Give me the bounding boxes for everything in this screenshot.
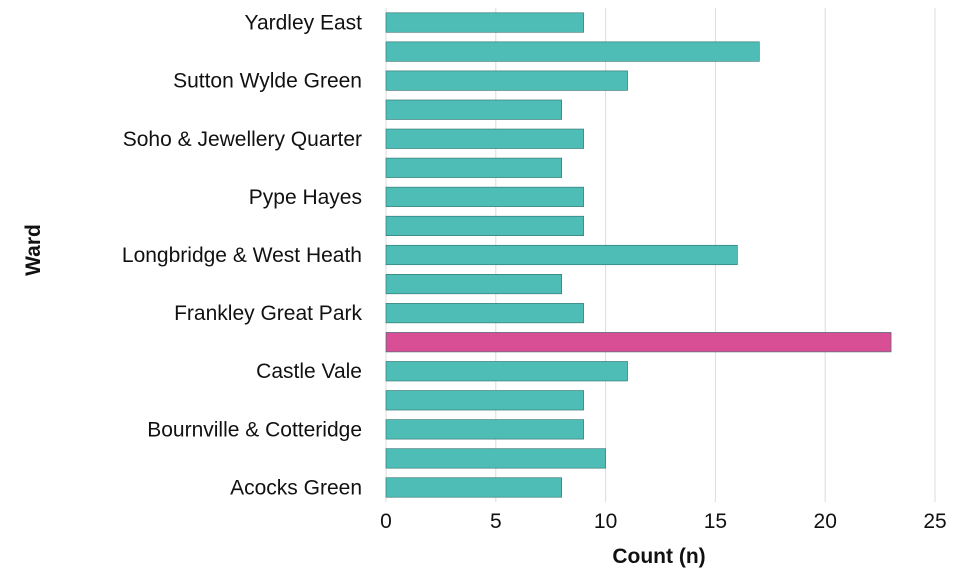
bar [385, 244, 738, 266]
x-tick-label: 15 [704, 510, 727, 533]
bar [385, 332, 892, 353]
x-tick-label: 10 [594, 510, 617, 533]
bar [385, 128, 584, 149]
bar [385, 186, 584, 207]
bar [385, 477, 562, 498]
y-tick-label: Acocks Green [230, 476, 362, 499]
bar [385, 215, 584, 236]
y-tick-label: Bournville & Cotteridge [147, 418, 362, 441]
y-tick-label: Longbridge & West Heath [122, 244, 362, 267]
bar [385, 41, 760, 62]
y-tick-label: Castle Vale [256, 360, 362, 383]
x-tick-labels: 0 5 10 15 20 25 [380, 510, 947, 533]
x-tick-label: 25 [923, 510, 946, 533]
y-axis-title: Ward [22, 224, 45, 276]
bar [385, 361, 628, 382]
bar [385, 448, 606, 469]
y-tick-label: Pype Hayes [249, 186, 362, 209]
bar [385, 157, 562, 178]
bar [385, 274, 562, 295]
bar [385, 419, 584, 440]
y-tick-label: Yardley East [245, 12, 363, 35]
bar [385, 12, 584, 33]
x-tick-label: 20 [814, 510, 837, 533]
x-tick-label: 5 [490, 510, 502, 533]
y-tick-labels: Yardley East Sutton Wylde Green Soho & Jew… [122, 12, 363, 500]
bar [385, 390, 584, 411]
bar [385, 303, 584, 324]
bars [385, 12, 892, 498]
y-tick-label: Frankley Great Park [174, 302, 362, 325]
y-tick-label: Soho & Jewellery Quarter [123, 128, 362, 151]
x-axis-title: Count (n) [612, 545, 705, 568]
bar [385, 70, 628, 91]
x-tick-label: 0 [380, 510, 392, 533]
y-tick-label: Sutton Wylde Green [173, 70, 362, 93]
bar [385, 99, 562, 120]
